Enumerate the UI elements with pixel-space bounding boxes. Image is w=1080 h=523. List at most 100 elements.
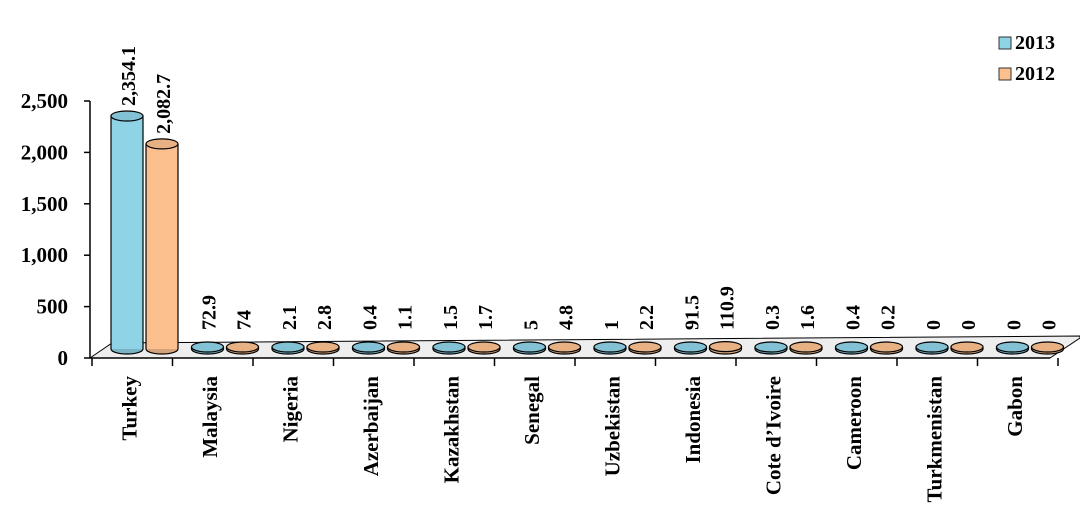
data-label-uzbekistan-2012: 2.2 bbox=[636, 305, 658, 330]
bar-top bbox=[351, 341, 386, 353]
bar-top bbox=[1030, 341, 1065, 353]
bar-kazakhstan-2013 bbox=[432, 341, 466, 355]
bar-top bbox=[547, 341, 582, 353]
bar-uzbekistan-2013 bbox=[593, 341, 627, 355]
bar-malaysia-2013 bbox=[190, 341, 225, 355]
category-label-gabon: Gabon bbox=[1003, 376, 1027, 437]
bars bbox=[110, 110, 1065, 355]
data-label-malaysia-2012: 74 bbox=[234, 310, 256, 330]
category-label-azerbaijan: Azerbaijan bbox=[359, 376, 383, 477]
bar-top bbox=[386, 341, 421, 353]
bar-cameroon-2013 bbox=[834, 341, 869, 355]
legend-swatch-2012 bbox=[998, 67, 1012, 81]
bar-malaysia-2012 bbox=[225, 341, 260, 355]
bar-cote-d-ivoire-2012 bbox=[789, 341, 823, 355]
chart-floor bbox=[88, 335, 1080, 359]
data-label-kazakhstan-2012: 1.7 bbox=[475, 305, 497, 330]
bar-body bbox=[111, 115, 143, 349]
bar-body bbox=[146, 143, 178, 349]
data-label-turkey-2012: 2,082.7 bbox=[153, 74, 175, 134]
data-label-uzbekistan-2013: 1 bbox=[601, 320, 623, 330]
data-label-turkey-2013: 2,354.1 bbox=[118, 46, 140, 106]
bar-cote-d-ivoire-2013 bbox=[754, 341, 788, 355]
bar-senegal-2012 bbox=[547, 341, 582, 355]
data-label-azerbaijan-2013: 0.4 bbox=[360, 305, 382, 330]
data-labels: 2,354.1 2,082.7 72.9 74 2.1 2.8 0.4 1.1 1.5 1.7 5 4… bbox=[118, 46, 1061, 330]
bar-uzbekistan-2012 bbox=[628, 341, 662, 355]
data-label-gabon-2012: 0 bbox=[1039, 320, 1061, 330]
category-label-cote-d-ivoire: Cote d’Ivoire bbox=[761, 376, 785, 495]
data-label-indonesia-2012: 110.9 bbox=[717, 286, 739, 330]
bar-gabon-2012 bbox=[1030, 341, 1065, 355]
bar-turkey-2013 bbox=[110, 110, 144, 355]
category-label-uzbekistan: Uzbekistan bbox=[600, 376, 624, 477]
data-label-cote-d-ivoire-2013: 0.3 bbox=[762, 305, 784, 330]
bar-top bbox=[789, 341, 823, 353]
bar-top bbox=[593, 341, 627, 353]
legend-label-2013: 2013 bbox=[1015, 32, 1055, 54]
category-label-nigeria: Nigeria bbox=[278, 376, 302, 443]
bar-azerbaijan-2013 bbox=[351, 341, 386, 355]
data-label-azerbaijan-2012: 1.1 bbox=[395, 305, 417, 330]
bar-azerbaijan-2012 bbox=[386, 341, 421, 355]
bar-turkey-2012 bbox=[145, 138, 179, 355]
y-axis: 0 500 1,000 1,500 2,000 2,500 bbox=[21, 89, 91, 370]
bar-top bbox=[512, 341, 547, 353]
category-label-kazakhstan: Kazakhstan bbox=[439, 376, 463, 484]
bar-indonesia-2013 bbox=[673, 341, 708, 355]
bar-top bbox=[869, 341, 904, 353]
y-tick-label: 1,500 bbox=[21, 192, 68, 216]
category-label-senegal: Senegal bbox=[520, 376, 544, 445]
bar-top bbox=[995, 341, 1030, 353]
data-label-nigeria-2013: 2.1 bbox=[279, 305, 301, 330]
bar-top bbox=[271, 341, 305, 353]
bar-top bbox=[628, 341, 662, 353]
category-label-indonesia: Indonesia bbox=[681, 376, 705, 464]
data-label-gabon-2013: 0 bbox=[1004, 320, 1026, 330]
data-label-turkmenistan-2013: 0 bbox=[923, 320, 945, 330]
bar-nigeria-2013 bbox=[271, 341, 305, 355]
data-label-senegal-2013: 5 bbox=[521, 320, 543, 330]
bar-top bbox=[754, 341, 788, 353]
data-label-indonesia-2013: 91.5 bbox=[682, 295, 704, 330]
data-label-nigeria-2012: 2.8 bbox=[314, 305, 336, 330]
category-label-turkey: Turkey bbox=[117, 376, 141, 441]
category-label-malaysia: Malaysia bbox=[198, 376, 222, 458]
bar-top bbox=[432, 341, 466, 353]
x-axis-labels: Turkey Malaysia Nigeria Azerbaijan Kazakhsta… bbox=[91, 358, 1059, 503]
legend: 2013 2012 bbox=[998, 32, 1055, 85]
bar-indonesia-2012 bbox=[708, 340, 743, 355]
y-tick-label: 2,000 bbox=[21, 140, 68, 164]
bar-top bbox=[673, 341, 708, 353]
bar-top bbox=[306, 341, 340, 353]
data-label-cameroon-2013: 0.4 bbox=[843, 305, 865, 330]
y-tick-label: 500 bbox=[37, 295, 69, 319]
y-tick-label: 1,000 bbox=[21, 243, 68, 267]
data-label-turkmenistan-2012: 0 bbox=[958, 320, 980, 330]
bar-top bbox=[467, 341, 501, 353]
y-tick-label: 2,500 bbox=[21, 89, 68, 113]
bar-top bbox=[145, 138, 179, 150]
bar-turkmenistan-2012 bbox=[950, 341, 984, 355]
bar-turkmenistan-2013 bbox=[915, 341, 949, 355]
category-label-cameroon: Cameroon bbox=[842, 376, 866, 470]
data-label-cote-d-ivoire-2012: 1.6 bbox=[797, 305, 819, 330]
bar-top bbox=[190, 341, 225, 353]
bar-top bbox=[110, 110, 144, 122]
bar-top bbox=[834, 341, 869, 353]
bar-senegal-2013 bbox=[512, 341, 547, 355]
bar-cameroon-2012 bbox=[869, 341, 904, 355]
bar-top bbox=[225, 341, 260, 353]
legend-swatch-2013 bbox=[998, 36, 1012, 50]
data-label-cameroon-2012: 0.2 bbox=[878, 305, 900, 330]
data-label-senegal-2012: 4.8 bbox=[556, 305, 578, 330]
bar-gabon-2013 bbox=[995, 341, 1030, 355]
data-label-malaysia-2013: 72.9 bbox=[199, 295, 221, 330]
data-label-kazakhstan-2013: 1.5 bbox=[440, 305, 462, 330]
bar-kazakhstan-2012 bbox=[467, 341, 501, 355]
y-tick-label: 0 bbox=[58, 346, 69, 370]
bar-nigeria-2012 bbox=[306, 341, 340, 355]
category-label-turkmenistan: Turkmenistan bbox=[922, 376, 946, 503]
legend-label-2012: 2012 bbox=[1015, 63, 1055, 85]
